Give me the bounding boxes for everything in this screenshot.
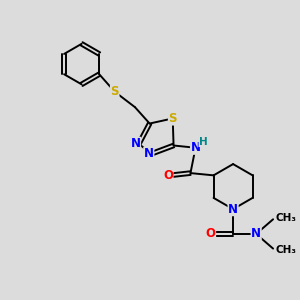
Text: N: N	[190, 141, 200, 154]
Text: N: N	[228, 203, 238, 216]
Text: N: N	[251, 227, 261, 240]
Text: N: N	[130, 137, 140, 150]
Text: N: N	[144, 147, 154, 161]
Text: CH₃: CH₃	[275, 245, 296, 255]
Text: S: S	[169, 112, 177, 125]
Text: H: H	[199, 136, 208, 146]
Text: CH₃: CH₃	[275, 213, 296, 223]
Text: O: O	[163, 169, 173, 182]
Text: O: O	[206, 227, 215, 240]
Text: S: S	[110, 85, 119, 98]
